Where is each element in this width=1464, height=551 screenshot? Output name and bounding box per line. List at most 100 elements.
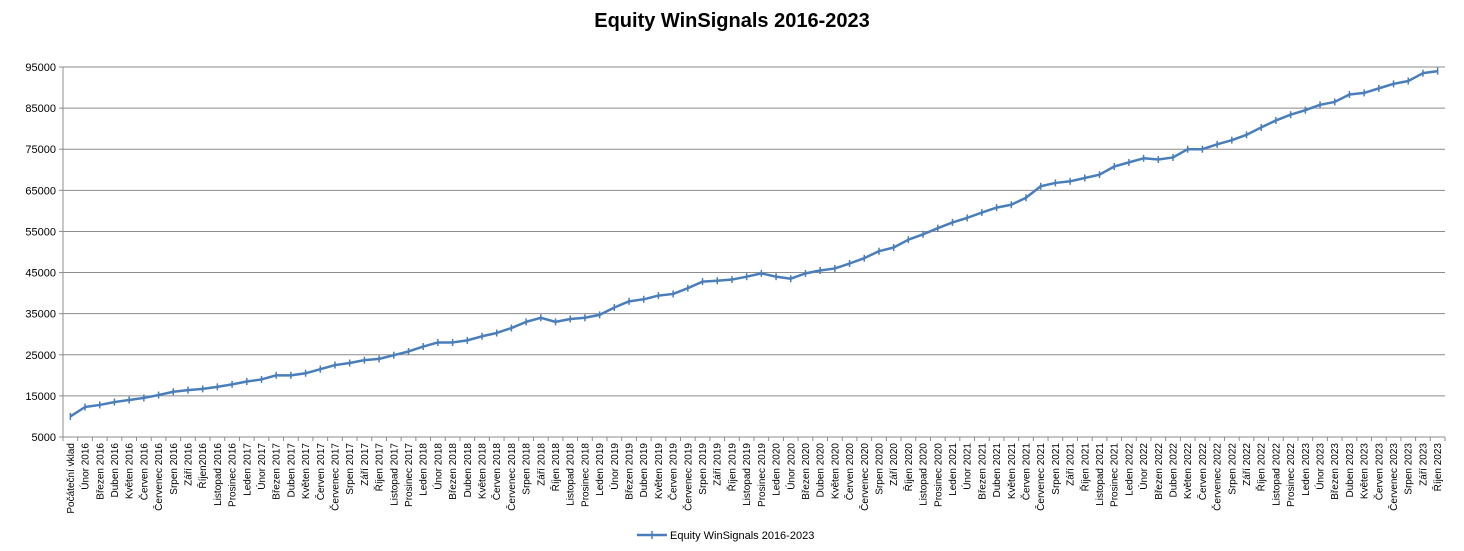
x-tick-label: Leden 2020 bbox=[772, 443, 783, 496]
chart-title: Equity WinSignals 2016-2023 bbox=[594, 10, 870, 32]
x-tick-label: Březen 2018 bbox=[448, 443, 459, 500]
x-tick-label: Listopad 2019 bbox=[742, 443, 753, 506]
x-tick-label: Květen 2023 bbox=[1360, 443, 1371, 500]
x-tick-label: Říjen 2017 bbox=[373, 443, 386, 492]
x-tick-label: Prosinec 2017 bbox=[404, 443, 415, 507]
x-tick-label: Duben 2022 bbox=[1169, 443, 1180, 498]
x-tick-label: Leden 2022 bbox=[1124, 443, 1135, 496]
x-tick-label: Září 2019 bbox=[713, 443, 724, 486]
x-tick-label: Říjen2016 bbox=[196, 443, 209, 489]
x-tick-label: Červen 2016 bbox=[137, 443, 150, 501]
x-tick-label: Srpen 2023 bbox=[1404, 443, 1415, 495]
x-tick-label: Červenec 2022 bbox=[1211, 443, 1224, 511]
x-tick-label: Květen 2019 bbox=[654, 443, 665, 500]
x-tick-label: Prosinec 2022 bbox=[1286, 443, 1297, 507]
y-tick-label: 75000 bbox=[25, 144, 56, 156]
x-tick-label: Duben 2019 bbox=[639, 443, 650, 498]
x-tick-label: Září 2020 bbox=[889, 443, 900, 486]
x-tick-label: Leden 2023 bbox=[1301, 443, 1312, 496]
x-tick-label: Srpen 2018 bbox=[522, 443, 533, 495]
y-tick-label: 45000 bbox=[25, 268, 56, 280]
y-tick-label: 95000 bbox=[25, 62, 56, 74]
x-tick-label: Duben 2020 bbox=[816, 443, 827, 498]
x-tick-label: Leden 2018 bbox=[419, 443, 430, 496]
x-tick-label: Prosinec 2021 bbox=[1110, 443, 1121, 507]
x-tick-label: Květen 2021 bbox=[1007, 443, 1018, 500]
x-tick-label: Červen 2018 bbox=[490, 443, 503, 501]
x-tick-label: Srpen 2017 bbox=[345, 443, 356, 495]
x-tick-label: Srpen 2022 bbox=[1227, 443, 1238, 495]
y-tick-label: 15000 bbox=[25, 391, 56, 403]
x-tick-label: Únor 2021 bbox=[961, 443, 974, 490]
x-tick-label: Únor 2016 bbox=[79, 443, 92, 490]
x-tick-label: Červen 2017 bbox=[314, 443, 327, 501]
x-tick-label: Říjen 2021 bbox=[1078, 443, 1091, 492]
x-tick-label: Srpen 2020 bbox=[874, 443, 885, 495]
x-tick-label: Únor 2018 bbox=[431, 443, 444, 490]
y-tick-label: 65000 bbox=[25, 185, 56, 197]
x-tick-label: Březen 2021 bbox=[977, 443, 988, 500]
x-tick-label: Leden 2021 bbox=[948, 443, 959, 496]
x-tick-label: Duben 2016 bbox=[110, 443, 121, 498]
x-tick-label: Červenec 2016 bbox=[152, 443, 165, 511]
y-tick-label: 85000 bbox=[25, 103, 56, 115]
x-tick-label: Březen 2020 bbox=[801, 443, 812, 500]
x-tick-label: Říjen 2019 bbox=[725, 443, 738, 492]
x-tick-label: Květen 2022 bbox=[1183, 443, 1194, 500]
x-tick-label: Únor 2020 bbox=[784, 443, 797, 490]
x-tick-label: Duben 2021 bbox=[992, 443, 1003, 498]
y-tick-label: 5000 bbox=[32, 432, 56, 444]
gridlines bbox=[63, 66, 1445, 438]
x-tick-label: Listopad 2016 bbox=[213, 443, 224, 506]
x-tick-label: Listopad 2018 bbox=[566, 443, 577, 506]
legend-label: Equity WinSignals 2016-2023 bbox=[670, 530, 814, 542]
x-tick-label: Květen 2018 bbox=[478, 443, 489, 500]
x-tick-label: Srpen 2016 bbox=[169, 443, 180, 495]
x-tick-label: Únor 2019 bbox=[608, 443, 621, 490]
x-tick-label: Listopad 2020 bbox=[919, 443, 930, 506]
series-line bbox=[69, 69, 1438, 418]
x-tick-label: Březen 2019 bbox=[625, 443, 636, 500]
x-tick-label: Březen 2023 bbox=[1330, 443, 1341, 500]
x-tick-label: Červenec 2021 bbox=[1034, 443, 1047, 511]
y-tick-label: 35000 bbox=[25, 309, 56, 321]
x-tick-label: Leden 2019 bbox=[595, 443, 606, 496]
x-tick-label: Květen 2016 bbox=[125, 443, 136, 500]
x-tick-label: Červenec 2019 bbox=[681, 443, 694, 511]
x-tick-label: Prosinec 2016 bbox=[228, 443, 239, 507]
legend: Equity WinSignals 2016-2023 bbox=[637, 530, 814, 542]
y-tick-label: 55000 bbox=[25, 226, 56, 238]
x-tick-label: Listopad 2017 bbox=[389, 443, 400, 506]
x-tick-label: Červen 2023 bbox=[1372, 443, 1385, 501]
x-tick-label: Počáteční vklad bbox=[66, 443, 77, 514]
x-tick-label: Březen 2016 bbox=[95, 443, 106, 500]
x-tick-label: Srpen 2019 bbox=[698, 443, 709, 495]
x-tick-label: Září 2016 bbox=[183, 443, 194, 486]
y-axis-ticks: 5000 15000 25000 35000 45000 55000 65000 75000 8… bbox=[25, 62, 56, 444]
x-tick-label: Duben 2018 bbox=[463, 443, 474, 498]
x-tick-label: Únor 2023 bbox=[1314, 443, 1327, 490]
x-tick-label: Září 2022 bbox=[1242, 443, 1253, 486]
x-tick-label: Říjen 2023 bbox=[1431, 443, 1444, 492]
x-tick-label: Červenec 2020 bbox=[858, 443, 871, 511]
x-tick-label: Červen 2021 bbox=[1019, 443, 1032, 501]
x-tick-label: Prosinec 2020 bbox=[933, 443, 944, 507]
x-tick-label: Červenec 2017 bbox=[328, 443, 341, 511]
x-axis-ticks: Počáteční vklad Únor 2016 Březen 2016 Duben… bbox=[66, 443, 1444, 514]
x-tick-label: Červenec 2023 bbox=[1387, 443, 1400, 511]
x-tick-label: Květen 2017 bbox=[301, 443, 312, 500]
x-tick-label: Září 2017 bbox=[360, 443, 371, 486]
series bbox=[69, 67, 1439, 420]
x-tick-label: Únor 2017 bbox=[255, 443, 268, 490]
x-tick-label: Únor 2022 bbox=[1137, 443, 1150, 490]
x-tick-label: Říjen 2018 bbox=[549, 443, 562, 492]
x-tick-label: Březen 2017 bbox=[272, 443, 283, 500]
x-tick-label: Říjen 2020 bbox=[902, 443, 915, 492]
x-tick-label: Červen 2020 bbox=[843, 443, 856, 501]
x-tick-label: Prosinec 2018 bbox=[580, 443, 591, 507]
x-tick-label: Květen 2020 bbox=[830, 443, 841, 500]
x-tick-label: Duben 2017 bbox=[286, 443, 297, 498]
x-tick-label: Červen 2019 bbox=[667, 443, 680, 501]
x-tick-label: Září 2023 bbox=[1418, 443, 1429, 486]
